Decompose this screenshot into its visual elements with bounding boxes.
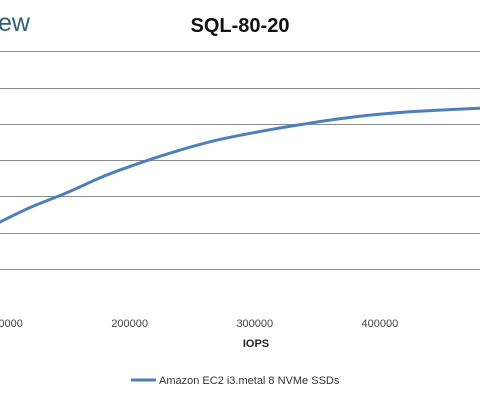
series-lines: [0, 106, 480, 224]
logo-text: ew: [0, 9, 31, 37]
x-tick-label-1: 200000: [111, 318, 148, 330]
x-tick-label-3: 400000: [362, 318, 399, 330]
legend-label-0: Amazon EC2 i3.metal 8 NVMe SSDs: [159, 375, 340, 387]
series-line-0: [0, 106, 480, 224]
x-axis-ticks: 100000 200000 300000 400000: [0, 318, 398, 330]
x-tick-label-2: 300000: [236, 318, 273, 330]
legend: Amazon EC2 i3.metal 8 NVMe SSDs: [131, 375, 340, 387]
gridlines: [0, 51, 480, 270]
x-tick-label-0: 100000: [0, 318, 23, 330]
chart-title: SQL-80-20: [191, 15, 290, 37]
x-axis-title: IOPS: [243, 338, 269, 350]
